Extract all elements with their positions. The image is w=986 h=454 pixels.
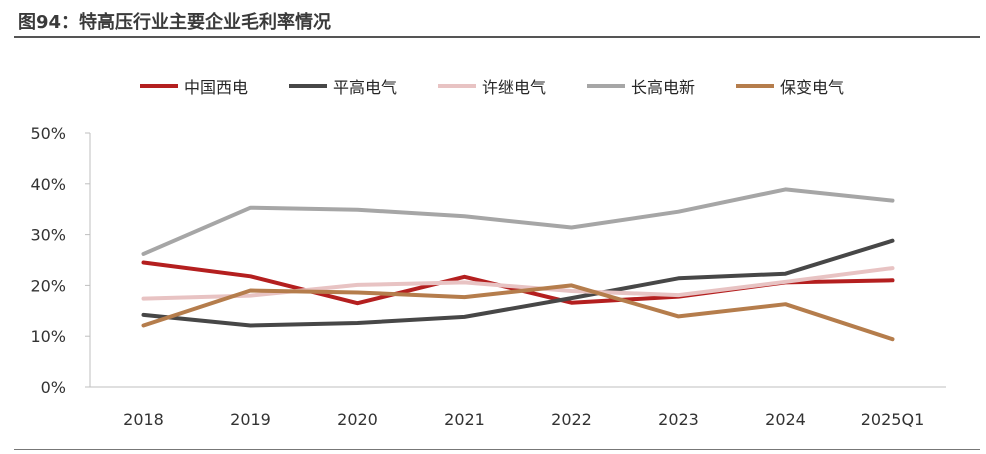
series-line-3: [141, 187, 895, 256]
legend-item-2: 许继电气: [438, 73, 546, 99]
series-3: [141, 187, 895, 256]
chart-series-layer: [141, 187, 895, 342]
x-tick-label: 2023: [658, 410, 699, 429]
legend-swatch-3: [587, 84, 625, 88]
x-tick-label: 2020: [337, 410, 378, 429]
x-tick-label: 2022: [551, 410, 592, 429]
chart-axes: 0% 10% 20% 30% 40% 50% 2018 2019 2020 2021 2022 202…: [30, 124, 946, 429]
x-tick-label: 2021: [444, 410, 485, 429]
legend-label-4: 保变电气: [780, 78, 845, 97]
legend-label-3: 长高电新: [631, 78, 696, 97]
legend-swatch-0: [140, 84, 178, 88]
y-tick-label: 10%: [30, 327, 66, 346]
y-tick-label: 50%: [30, 124, 66, 143]
y-tick-label: 40%: [30, 175, 66, 194]
legend-item-0: 中国西电: [140, 73, 248, 99]
legend-swatch-1: [289, 84, 327, 88]
legend-label-2: 许继电气: [482, 78, 547, 97]
legend-item-4: 保变电气: [736, 73, 844, 99]
legend-item-1: 平高电气: [289, 73, 397, 99]
x-tick-label: 2018: [123, 410, 164, 429]
x-tick-label: 2024: [765, 410, 806, 429]
legend-label-0: 中国西电: [184, 78, 249, 97]
x-tick-label: 2025Q1: [861, 410, 925, 429]
x-tick-label: 2019: [230, 410, 271, 429]
y-tick-label: 0%: [41, 378, 66, 397]
y-tick-label: 30%: [30, 226, 66, 245]
legend-swatch-2: [438, 84, 476, 88]
y-tick-label: 20%: [30, 276, 66, 295]
figure-title: 图94：特高压行业主要企业毛利率情况: [18, 12, 332, 33]
series-line-2: [141, 266, 895, 301]
bottom-divider: [14, 449, 980, 450]
legend-item-3: 长高电新: [587, 73, 695, 99]
series-4: [141, 283, 895, 342]
series-1: [141, 238, 895, 328]
series-line-1: [141, 238, 895, 328]
legend-swatch-4: [736, 84, 774, 88]
legend-label-1: 平高电气: [333, 78, 398, 97]
title-divider: [14, 36, 980, 38]
chart-legend: 中国西电 平高电气 许继电气 长高电新 保变电气: [0, 73, 986, 99]
series-2: [141, 266, 895, 301]
series-line-4: [141, 283, 895, 342]
